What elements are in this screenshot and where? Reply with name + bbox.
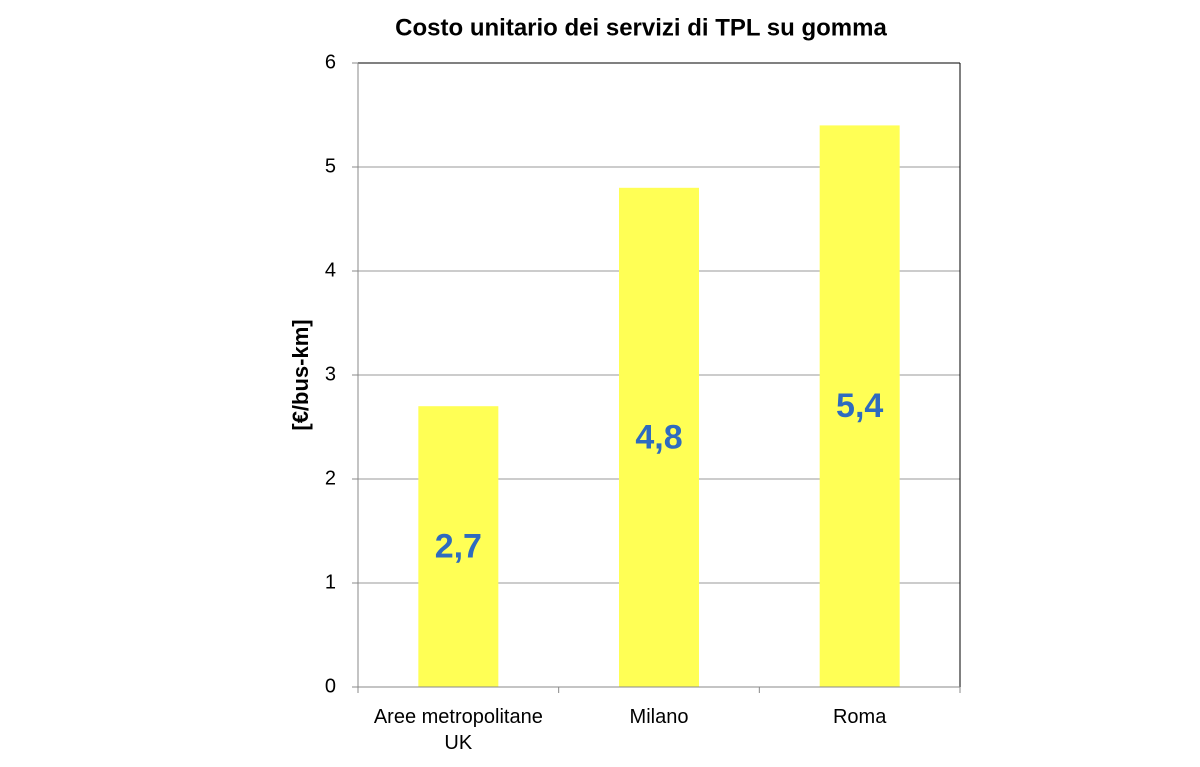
bar [619,187,699,688]
chart-title: Costo unitario dei servizi di TPL su gom… [395,14,887,41]
y-tick-label: 6 [325,51,336,73]
value-label: 4,8 [635,418,682,456]
x-tick-label: Roma [832,706,887,728]
y-tick-label: 4 [325,259,336,281]
y-axis-title: [€/bus-km] [288,319,313,430]
value-label: 2,7 [435,528,482,566]
y-tick-label: 1 [325,571,336,593]
y-tick-label: 0 [325,675,336,697]
bar [819,125,900,687]
x-tick-label: Aree metropolitane UK [373,706,543,754]
y-tick-label: 2 [325,467,336,489]
y-tick-label: 3 [325,363,336,385]
bar [418,406,499,687]
value-label: 5,4 [836,387,883,425]
x-tick-label: Milano [629,706,689,728]
y-tick-label: 5 [325,155,336,177]
